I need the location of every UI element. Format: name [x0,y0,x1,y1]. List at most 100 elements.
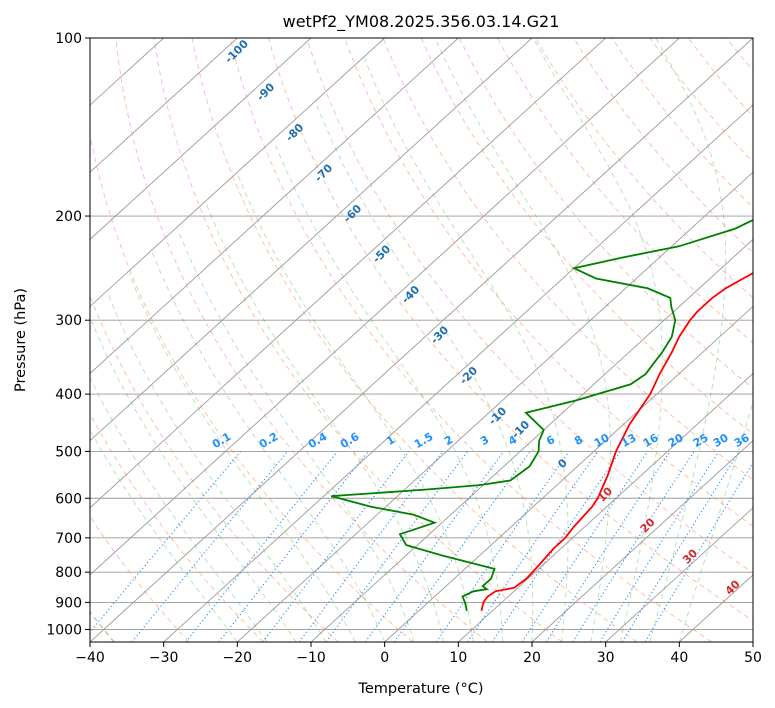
moist-adiabat-line [90,316,297,642]
dry-adiabat-line [268,38,753,622]
mixing-ratio-label: 0.4 [306,430,330,451]
isotherm-line [605,507,753,642]
moist-adiabat-line [532,38,663,642]
isotherm-line [384,305,753,642]
mixing-ratio-line [90,451,242,633]
moist-adiabat-line [151,251,386,642]
y-tick-label: 800 [55,565,82,581]
moist-adiabat-line [90,429,238,642]
mixing-ratio-line [218,451,369,642]
dry-adiabat-line [344,38,753,527]
mixing-ratio-label: 2 [442,433,455,448]
dry-adiabat-label: -50 [370,242,393,265]
isotherm-line [90,38,680,576]
x-tick-label: −10 [296,650,326,666]
profile-series [330,218,753,611]
isotherm-line [90,38,607,509]
y-tick-label: 700 [55,531,82,547]
x-tick-label: 30 [597,650,615,666]
isotherm-line [90,38,312,240]
x-tick-label: −20 [223,650,253,666]
x-tick-label: 10 [449,650,467,666]
moist-adiabat-line [434,38,612,642]
dry-adiabat-line [115,38,488,642]
moist-adiabat-line [649,38,727,642]
x-tick-label: 20 [523,650,541,666]
y-tick-label: 200 [55,209,82,225]
dry-adiabat-line [90,412,264,642]
moist-adiabat-line [106,291,327,642]
moist-adiabat-line [273,142,503,642]
moist-adiabat-line [363,57,569,642]
mixing-ratio-label: 30 [711,431,731,450]
plot-frame [89,37,754,643]
dry-adiabat-line [90,294,339,642]
dry-adiabat-line [420,38,753,435]
dry-adiabat-label: -30 [428,323,451,346]
mixing-ratio-line [364,451,505,642]
background-lines [90,38,753,642]
dry-adiabat-label: -60 [341,202,364,225]
mixing-ratio-label: 10 [592,431,612,450]
mixing-ratio-line [521,451,649,642]
mixing-ratio-line [644,461,753,642]
mixing-ratio-line [185,451,339,642]
dry-adiabat-line [229,38,712,642]
x-tick-label: −40 [75,650,105,666]
chart-title: wetPf2_YM08.2025.356.03.14.G21 [283,12,560,32]
mixing-ratio-line [435,451,570,642]
y-tick-label: 1000 [46,622,82,638]
moist-adiabat-line [128,273,356,642]
mixing-ratio-label: 20 [666,431,686,450]
y-tick-label: 900 [55,595,82,611]
mixing-ratio-line [393,451,531,642]
isotherm-line [457,372,753,642]
mixing-ratio-label: 16 [641,431,661,450]
x-tick-label: 40 [670,650,688,666]
mixing-ratio-line [572,451,695,642]
isotherm-line [163,104,753,642]
y-tick-label: 500 [55,444,82,460]
isotherm-line [90,38,238,173]
dry-adiabat-line [90,132,414,642]
moist-adiabat-label: 30 [680,546,700,566]
y-axis-label: Pressure (hPa) [13,288,29,392]
isotherm-line [531,440,753,642]
mixing-ratio-line [325,451,468,642]
mixing-ratio-line [298,451,444,642]
dry-adiabat-label: -20 [457,364,480,387]
x-tick-label: 50 [744,650,762,666]
x-tick-label: −30 [149,650,179,666]
mixing-ratio-label: 36 [732,431,752,450]
y-tick-label: 600 [55,491,82,507]
moist-adiabat-label: 40 [723,577,743,597]
dry-adiabat-label: -100 [222,37,251,66]
dry-adiabat-line [90,515,190,642]
moist-adiabat-line [177,228,415,642]
mixing-ratio-label: 0.6 [338,430,362,451]
dry-adiabat-line [496,38,753,344]
dry-adiabat-line [153,38,563,642]
dry-adiabat-label: -90 [254,80,277,103]
temperature-line [480,272,753,611]
mixing-ratio-line [262,451,410,642]
dry-adiabat-line [649,38,753,163]
mixing-ratio-label: 13 [619,431,639,450]
dry-adiabat-label: -70 [312,161,335,184]
dry-adiabat-line [535,38,753,299]
dry-adiabat-line [191,38,638,642]
moist-adiabat-line [678,400,753,642]
mixing-ratio-line [545,451,671,642]
moist-adiabat-label: 20 [638,515,658,535]
y-tick-label: 300 [55,313,82,329]
mixing-ratio-label: 3 [478,433,491,448]
dewpoint-line [330,218,753,611]
isotherm-line [90,38,459,375]
mixing-ratio-label: 0.2 [257,430,280,451]
mixing-ratio-label: 1.5 [412,430,435,451]
x-axis-ticks: −40 −30 −20 −10 0 10 20 30 40 50 [75,642,762,666]
mixing-ratio-label: 6 [544,433,557,448]
moist-adiabat-line [237,174,474,642]
